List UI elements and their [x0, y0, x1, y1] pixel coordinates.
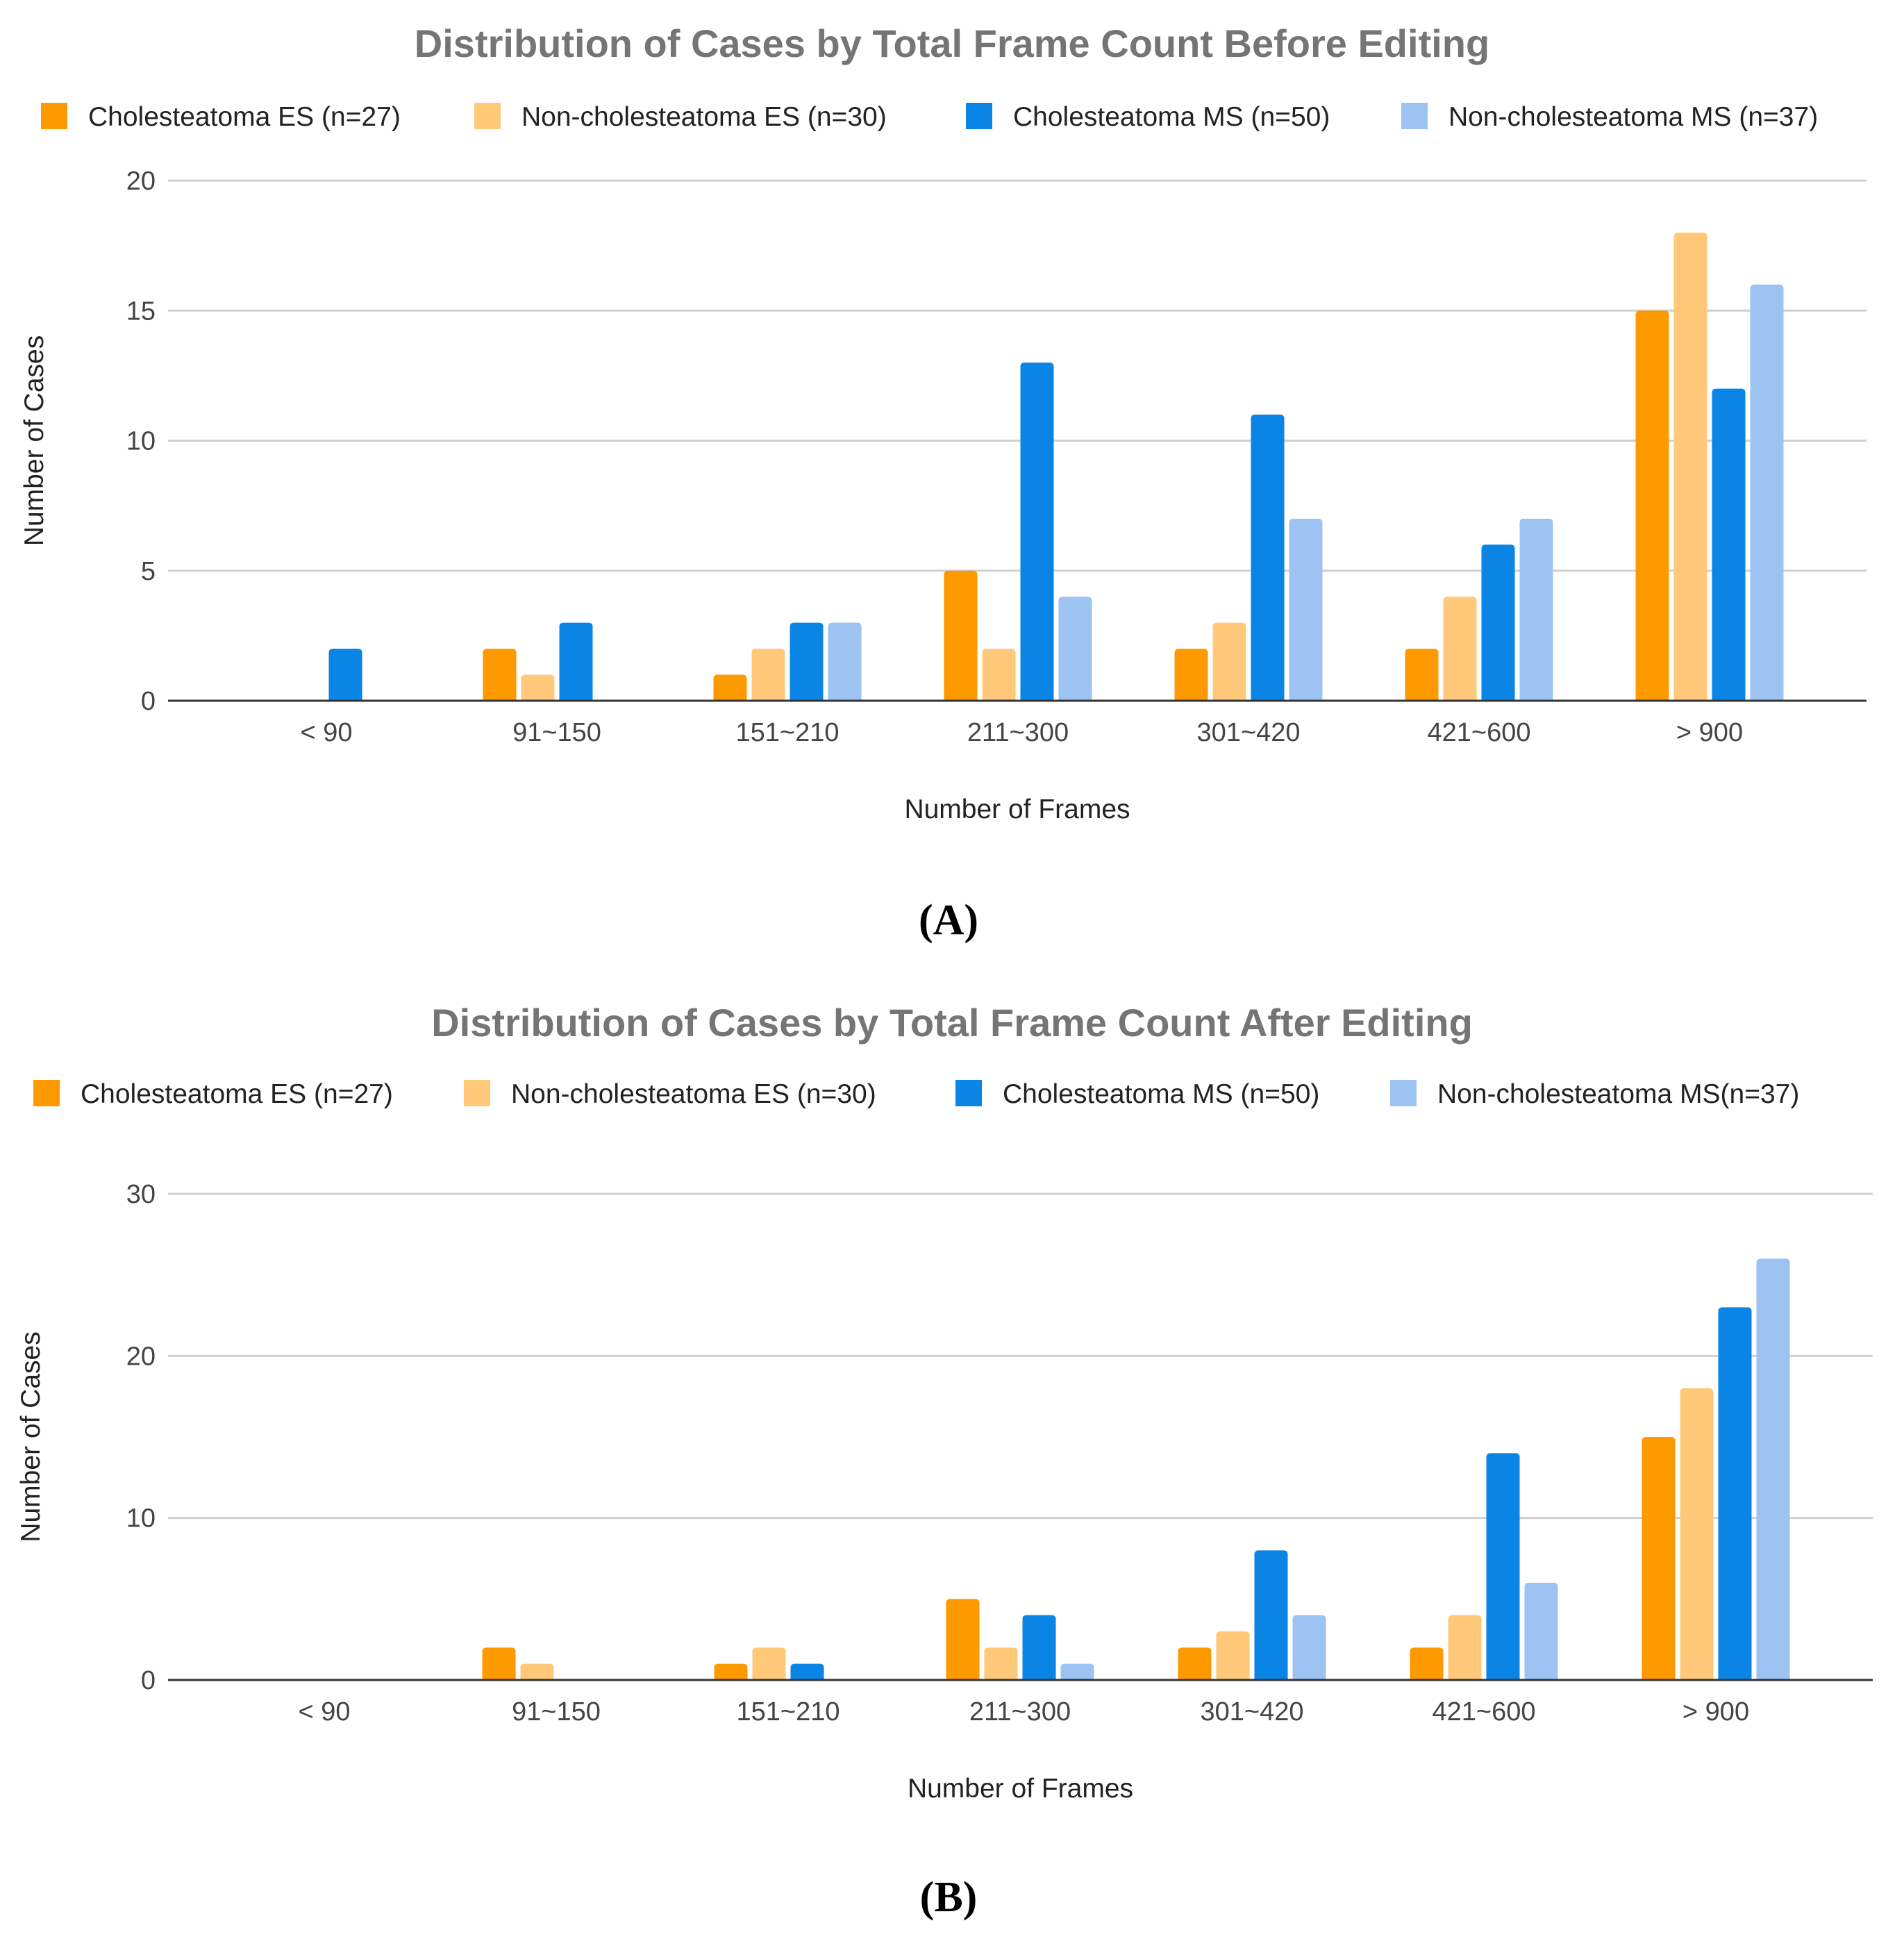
bar-cms	[1712, 388, 1746, 701]
legend-swatch-nms	[1390, 1080, 1417, 1106]
y-tick-label: 20	[126, 1342, 156, 1371]
bar-cms	[1481, 544, 1515, 701]
bar-cms	[1022, 1615, 1056, 1680]
bar-ces	[1178, 1647, 1212, 1680]
bar-nms	[1292, 1615, 1326, 1680]
bar-ces	[1174, 649, 1208, 701]
legend-label: Cholesteatoma ES (n=27)	[81, 1079, 393, 1109]
bar-cms	[1718, 1307, 1752, 1680]
bar-nes	[1212, 622, 1246, 701]
bar-nms	[1060, 1663, 1094, 1680]
x-tick-label: 301~420	[1201, 1697, 1304, 1727]
y-tick-label: 10	[126, 1504, 156, 1533]
x-tick-label: > 900	[1676, 718, 1743, 747]
bar-nms	[1058, 597, 1092, 701]
panel-label: (A)	[919, 897, 978, 944]
legend-label: Non-cholesteatoma ES (n=30)	[521, 102, 887, 132]
bar-cms	[559, 622, 593, 701]
x-axis-label: Number of Frames	[904, 795, 1130, 824]
bar-nes	[982, 649, 1016, 701]
x-tick-label: 151~210	[736, 718, 840, 747]
bar-nms	[1519, 518, 1553, 701]
bar-ces	[1405, 649, 1439, 701]
y-tick-label: 30	[126, 1180, 156, 1209]
panel-label: (B)	[920, 1874, 978, 1921]
legend-label: Non-cholesteatoma ES (n=30)	[511, 1079, 876, 1109]
x-tick-label: 91~150	[512, 1697, 601, 1727]
bar-ces	[944, 570, 978, 701]
x-tick-label: 91~150	[512, 718, 601, 747]
y-axis-label: Number of Cases	[19, 335, 49, 546]
legend-swatch-ces	[41, 103, 67, 129]
bar-nes	[1443, 597, 1477, 701]
x-tick-label: < 90	[298, 1697, 350, 1727]
bar-cms	[1251, 415, 1285, 701]
x-tick-label: 211~300	[967, 718, 1069, 747]
bar-cms	[328, 649, 362, 701]
bar-nms	[1524, 1583, 1558, 1680]
bar-ces	[483, 649, 517, 701]
bar-nms	[828, 622, 862, 701]
x-tick-label: < 90	[300, 718, 352, 747]
y-tick-label: 5	[141, 557, 156, 586]
chart-title: Distribution of Cases by Total Frame Cou…	[431, 1001, 1473, 1045]
bar-nes	[751, 649, 785, 701]
legend-label: Cholesteatoma ES (n=27)	[88, 102, 401, 132]
x-tick-label: 421~600	[1433, 1697, 1536, 1727]
x-tick-label: > 900	[1682, 1697, 1749, 1727]
bar-ces	[713, 674, 747, 701]
legend-label: Non-cholesteatoma MS (n=37)	[1448, 102, 1818, 132]
y-tick-label: 10	[126, 427, 156, 456]
bar-ces	[482, 1647, 516, 1680]
bar-ces	[1410, 1647, 1444, 1680]
x-axis-label: Number of Frames	[908, 1774, 1133, 1804]
bar-cms	[1020, 363, 1054, 701]
bar-ces	[1635, 310, 1669, 701]
legend-label: Cholesteatoma MS (n=50)	[1013, 102, 1330, 132]
legend-label: Cholesteatoma MS (n=50)	[1003, 1079, 1319, 1109]
y-tick-label: 0	[141, 687, 156, 716]
legend-swatch-nms	[1401, 103, 1428, 129]
bar-ces	[1642, 1437, 1676, 1680]
bar-nes	[752, 1647, 786, 1680]
y-tick-label: 15	[126, 297, 156, 326]
bar-ces	[946, 1599, 980, 1680]
bar-nes	[1673, 232, 1707, 701]
bar-nms	[1756, 1258, 1790, 1680]
legend-label: Non-cholesteatoma MS(n=37)	[1437, 1079, 1799, 1109]
y-tick-label: 0	[141, 1666, 156, 1695]
y-tick-label: 20	[126, 167, 156, 196]
x-tick-label: 151~210	[737, 1697, 840, 1727]
bar-nes	[521, 674, 555, 701]
bar-nms	[1750, 284, 1784, 701]
bar-cms	[1486, 1453, 1520, 1680]
bar-nes	[1680, 1388, 1714, 1680]
bar-cms	[1254, 1550, 1288, 1680]
bar-cms	[790, 1663, 824, 1680]
bar-nes	[520, 1663, 554, 1680]
x-tick-label: 421~600	[1428, 718, 1531, 747]
bar-nms	[1289, 518, 1323, 701]
legend-swatch-cms	[966, 103, 992, 129]
legend-swatch-nes	[464, 1080, 490, 1106]
chart-b: Distribution of Cases by Total Frame Cou…	[16, 1001, 1873, 1921]
chart-a: Distribution of Cases by Total Frame Cou…	[19, 22, 1867, 944]
legend-swatch-cms	[955, 1080, 982, 1106]
x-tick-label: 301~420	[1197, 718, 1301, 747]
legend-swatch-ces	[33, 1080, 60, 1106]
bar-nes	[1448, 1615, 1482, 1680]
bar-cms	[790, 622, 824, 701]
chart-title: Distribution of Cases by Total Frame Cou…	[415, 22, 1489, 65]
x-tick-label: 211~300	[969, 1697, 1071, 1727]
bar-ces	[714, 1663, 748, 1680]
bar-nes	[984, 1647, 1018, 1680]
y-axis-label: Number of Cases	[16, 1331, 46, 1542]
bar-nes	[1216, 1631, 1250, 1680]
legend-swatch-nes	[474, 103, 501, 129]
